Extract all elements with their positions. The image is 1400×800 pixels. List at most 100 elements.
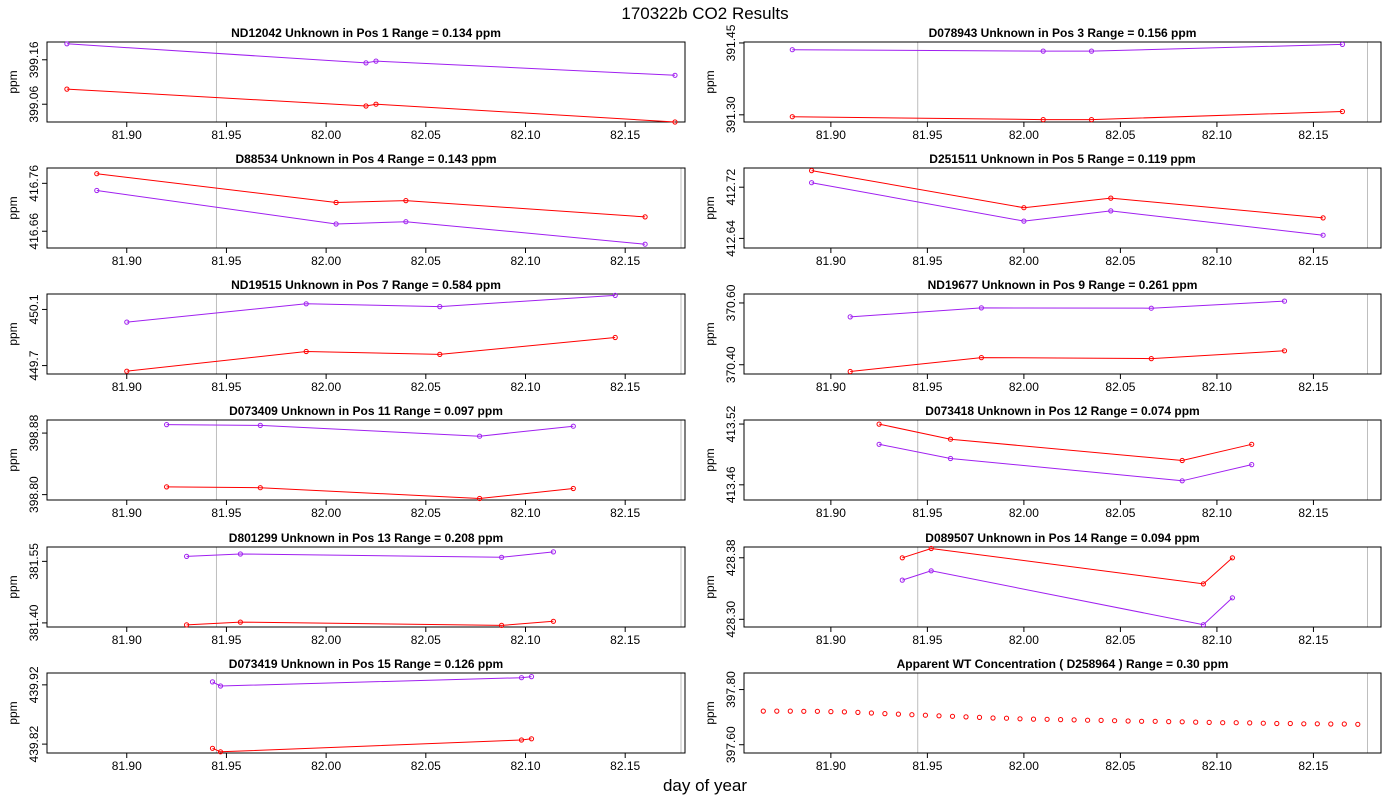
data-point — [949, 713, 956, 719]
x-tick-label: 82.00 — [311, 506, 341, 520]
data-point — [1021, 205, 1027, 211]
data-point — [642, 241, 648, 247]
x-tick-label: 82.10 — [1202, 506, 1232, 520]
data-point — [936, 713, 942, 719]
x-tick-label: 81.90 — [112, 254, 142, 268]
panel-title: Apparent WT Concentration ( D258964 ) Ra… — [897, 657, 1229, 671]
data-point — [801, 708, 807, 714]
x-tick-label: 81.95 — [211, 128, 241, 142]
data-point — [1179, 478, 1185, 484]
x-tick-label: 82.00 — [311, 254, 341, 268]
x-tick-label: 82.15 — [610, 506, 640, 520]
x-axis-label: day of year — [663, 776, 747, 795]
y-tick-label: 399.16 — [27, 41, 41, 78]
y-tick-label: 391.30 — [724, 96, 738, 133]
data-point — [1179, 719, 1185, 725]
data-point — [94, 187, 100, 194]
data-point — [1030, 716, 1037, 722]
data-point — [895, 711, 902, 717]
y-tick-label: 391.45 — [724, 24, 738, 61]
data-point — [550, 618, 557, 624]
plot-frame — [743, 167, 1382, 249]
panel-12: Apparent WT Concentration ( D258964 ) Ra… — [703, 657, 1382, 773]
data-point — [209, 679, 216, 685]
x-tick-label: 81.95 — [912, 506, 942, 520]
data-point — [528, 674, 535, 680]
data-point — [1112, 718, 1118, 724]
data-point — [1200, 622, 1207, 628]
x-tick-label: 82.10 — [1202, 380, 1232, 394]
y-tick-label: 413.52 — [724, 405, 738, 442]
data-point — [1088, 117, 1095, 123]
data-point — [760, 708, 766, 714]
data-point — [570, 423, 576, 429]
series-line-red — [66, 88, 676, 123]
x-tick-label: 81.95 — [211, 759, 241, 773]
series-line-purple — [792, 43, 1343, 52]
panel-7: D073409 Unknown in Pos 11 Range = 0.097 … — [6, 404, 686, 520]
plot-frame — [46, 41, 686, 123]
y-tick-label: 416.76 — [27, 165, 41, 202]
x-tick-label: 82.10 — [510, 506, 540, 520]
plot-frame — [46, 167, 686, 249]
x-tick-label: 82.00 — [311, 633, 341, 647]
plot-frame — [743, 293, 1382, 375]
x-tick-label: 82.00 — [1009, 380, 1039, 394]
panel-title: D073418 Unknown in Pos 12 Range = 0.074 … — [925, 404, 1199, 418]
y-tick-label: 399.06 — [27, 86, 41, 123]
y-axis-label: ppm — [6, 196, 20, 219]
data-point — [1233, 720, 1239, 726]
data-point — [64, 86, 70, 92]
x-tick-label: 82.05 — [1105, 128, 1135, 142]
data-point — [1320, 232, 1326, 238]
data-point — [1260, 720, 1266, 726]
data-point — [789, 114, 795, 120]
data-point — [257, 422, 263, 428]
data-point — [1108, 208, 1114, 214]
data-point — [363, 60, 369, 66]
data-point — [1328, 721, 1334, 727]
data-point — [774, 708, 780, 714]
y-tick-label: 398.80 — [27, 476, 41, 513]
x-tick-label: 82.05 — [1105, 633, 1135, 647]
data-point — [550, 549, 557, 555]
data-point — [403, 219, 409, 225]
panel-3: D88534 Unknown in Pos 4 Range = 0.143 pp… — [6, 152, 686, 268]
x-tick-label: 82.10 — [1202, 128, 1232, 142]
series-line-red — [811, 170, 1324, 219]
plot-frame — [743, 672, 1382, 754]
y-tick-label: 428.38 — [724, 539, 738, 576]
data-point — [403, 198, 409, 204]
x-tick-label: 82.05 — [411, 128, 441, 142]
y-tick-label: 381.55 — [27, 543, 41, 580]
x-tick-label: 81.90 — [816, 128, 846, 142]
series-line-red — [792, 111, 1343, 121]
x-tick-label: 82.05 — [411, 380, 441, 394]
x-tick-label: 81.90 — [816, 254, 846, 268]
data-point — [899, 577, 905, 583]
series-line-red — [96, 173, 646, 218]
data-point — [437, 304, 443, 310]
panel-title: ND19677 Unknown in Pos 9 Range = 0.261 p… — [928, 278, 1198, 292]
data-point — [1249, 441, 1255, 447]
data-point — [1179, 457, 1185, 464]
y-axis-label: ppm — [703, 322, 717, 345]
data-point — [947, 436, 954, 442]
data-point — [855, 709, 861, 716]
y-axis-label: ppm — [703, 196, 717, 219]
panel-2: D078943 Unknown in Pos 3 Range = 0.156 p… — [703, 24, 1382, 142]
data-point — [237, 551, 243, 557]
panel-11: D073419 Unknown in Pos 15 Range = 0.126 … — [6, 657, 686, 773]
y-axis-label: ppm — [6, 575, 20, 598]
series-line-purple — [186, 551, 554, 558]
data-point — [814, 708, 821, 714]
data-point — [963, 714, 969, 720]
data-point — [1148, 356, 1154, 362]
y-tick-label: 412.64 — [724, 220, 738, 257]
data-point — [477, 495, 483, 502]
panel-10: D089507 Unknown in Pos 14 Range = 0.094 … — [703, 531, 1382, 647]
data-point — [841, 709, 848, 715]
y-axis-label: ppm — [703, 70, 717, 93]
panel-title: D089507 Unknown in Pos 14 Range = 0.094 … — [925, 531, 1199, 545]
data-point — [1021, 218, 1027, 224]
